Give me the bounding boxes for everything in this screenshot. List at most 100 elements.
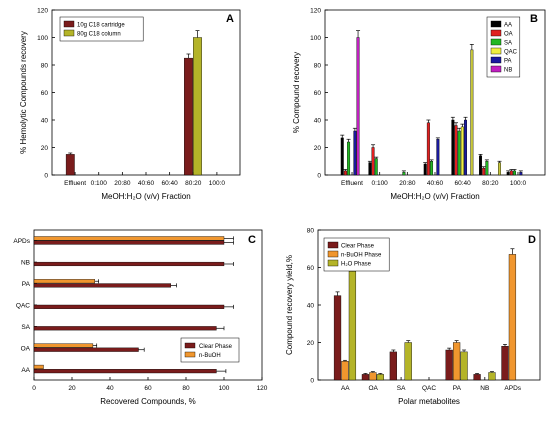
bar-AA (368, 162, 372, 176)
y-tick-label: 80 (41, 63, 49, 70)
bar-10g C18 cartridge (65, 154, 75, 176)
legend: AA OA SA QAC PA NB (486, 16, 521, 78)
y-tick-label: 20 (314, 145, 322, 152)
legend: Clear Phase n-BuOH Phase H₂O Phase (323, 237, 390, 272)
bar-n-BuOH (33, 236, 225, 241)
x-tick-label: 80:20 (185, 180, 202, 187)
bar-AA (340, 137, 344, 176)
legend-swatch (490, 65, 502, 73)
x-tick-label: 20 (68, 385, 76, 392)
bar-n-BuOH Phase (452, 342, 461, 381)
legend-swatch (490, 20, 502, 28)
bar-SA (402, 172, 406, 176)
bar-n-BuOH (33, 279, 95, 284)
panel-B: 0 20 40 60 80 100 120 Effluent 0:100 20:80 40:60 60… (292, 8, 546, 201)
x-tick-label: 40:60 (427, 180, 444, 187)
bar-OA (343, 170, 347, 176)
legend-box (180, 337, 240, 363)
y-tick-label: OA (21, 345, 31, 352)
bar-SA (513, 170, 516, 176)
panel-C: 0 20 40 60 80 100 120 APDs NB PA QAC SA OA AA Recovere… (13, 229, 268, 406)
x-tick-label: 120 (257, 385, 268, 392)
x-tick-label: AA (341, 385, 350, 392)
bar-SA (485, 161, 489, 176)
bar-SA (347, 141, 351, 176)
legend-label: n-BuOH Phase (341, 253, 382, 259)
x-tick-label: OA (368, 385, 378, 392)
x-tick-label: QAC (422, 385, 436, 392)
y-tick-label: 0 (317, 173, 321, 180)
bar-Clear Phase (501, 346, 509, 381)
legend-swatch (490, 56, 502, 64)
x-axis-label: Polar metabolites (398, 397, 460, 406)
bar-OA (482, 167, 486, 176)
y-tick-label: SA (21, 324, 30, 331)
bar-10g C18 cartridge (184, 57, 193, 176)
y-tick-label: 120 (37, 8, 48, 15)
bar-AA (506, 172, 510, 176)
legend-swatch (184, 351, 196, 358)
x-tick-label: 0:100 (372, 180, 389, 187)
bar-80g C18 column (193, 37, 202, 176)
y-tick-label: 0 (44, 173, 48, 180)
bar-Clear Phase (389, 351, 397, 381)
legend-swatch (490, 38, 502, 46)
y-tick-label: 80 (314, 63, 322, 70)
y-tick-label: 100 (37, 35, 48, 42)
bar-Clear Phase (33, 261, 225, 267)
legend-swatch (327, 250, 339, 258)
legend-label: OA (504, 32, 513, 38)
legend-label: Clear Phase (341, 244, 375, 250)
bar-PA (464, 119, 467, 176)
legend-label: 80g C18 column (77, 32, 121, 38)
bar-H₂O Phase (404, 342, 412, 381)
legend-label: NB (504, 68, 512, 74)
bar-Clear Phase (33, 304, 225, 309)
x-tick-label: 0 (32, 385, 36, 392)
legend-label: AA (504, 23, 512, 29)
bar-PA (353, 130, 357, 176)
x-tick-label: 40:60 (138, 180, 155, 187)
y-tick-label: 20 (41, 145, 49, 152)
x-tick-label: Effluent (341, 180, 363, 187)
bar-n-BuOH Phase (508, 254, 517, 381)
legend-label: QAC (504, 50, 518, 56)
bar-AA (479, 155, 483, 176)
legend-label: PA (504, 59, 512, 65)
x-tick-label: 60:40 (455, 180, 472, 187)
x-tick-label: 40 (106, 385, 114, 392)
bar-QAC-extra (470, 49, 474, 176)
x-tick-label: 60 (144, 385, 152, 392)
legend-label: 10g C18 cartridge (77, 23, 125, 29)
panel-D: 0 20 40 60 80 AA OA SA QAC PA NB APDs Polar metaboli… (285, 228, 541, 406)
x-tick-label: 100 (219, 385, 230, 392)
legend-swatch (327, 241, 339, 249)
legend-swatch (327, 259, 339, 267)
legend-label: SA (504, 41, 512, 47)
bar-Clear Phase (445, 349, 453, 381)
x-tick-label: APDs (504, 385, 521, 392)
bar-QAC (460, 126, 464, 176)
y-tick-label: 60 (307, 265, 315, 272)
bar-n-BuOH (33, 343, 94, 348)
bar-Clear Phase (473, 374, 481, 381)
bar-Clear Phase (33, 347, 139, 352)
bar-Clear Phase (361, 374, 370, 381)
bar-Clear Phase (33, 326, 217, 331)
bar-AA (423, 163, 427, 176)
x-tick-label: 80 (182, 385, 190, 392)
x-tick-label: 100:0 (209, 180, 226, 187)
legend-label: Clear Phase (199, 344, 233, 350)
y-tick-label: 0 (310, 378, 314, 385)
legend-label: H₂O Phase (341, 262, 372, 268)
x-tick-label: NB (480, 385, 489, 392)
x-tick-label: Effluent (64, 180, 86, 187)
y-tick-label: 40 (41, 118, 49, 125)
y-tick-label: 40 (307, 303, 315, 310)
bar-OA (454, 125, 458, 176)
bar-PA (436, 139, 440, 176)
panel-letter: B (530, 13, 538, 25)
legend-swatch (184, 342, 196, 349)
x-tick-label: SA (397, 385, 406, 392)
